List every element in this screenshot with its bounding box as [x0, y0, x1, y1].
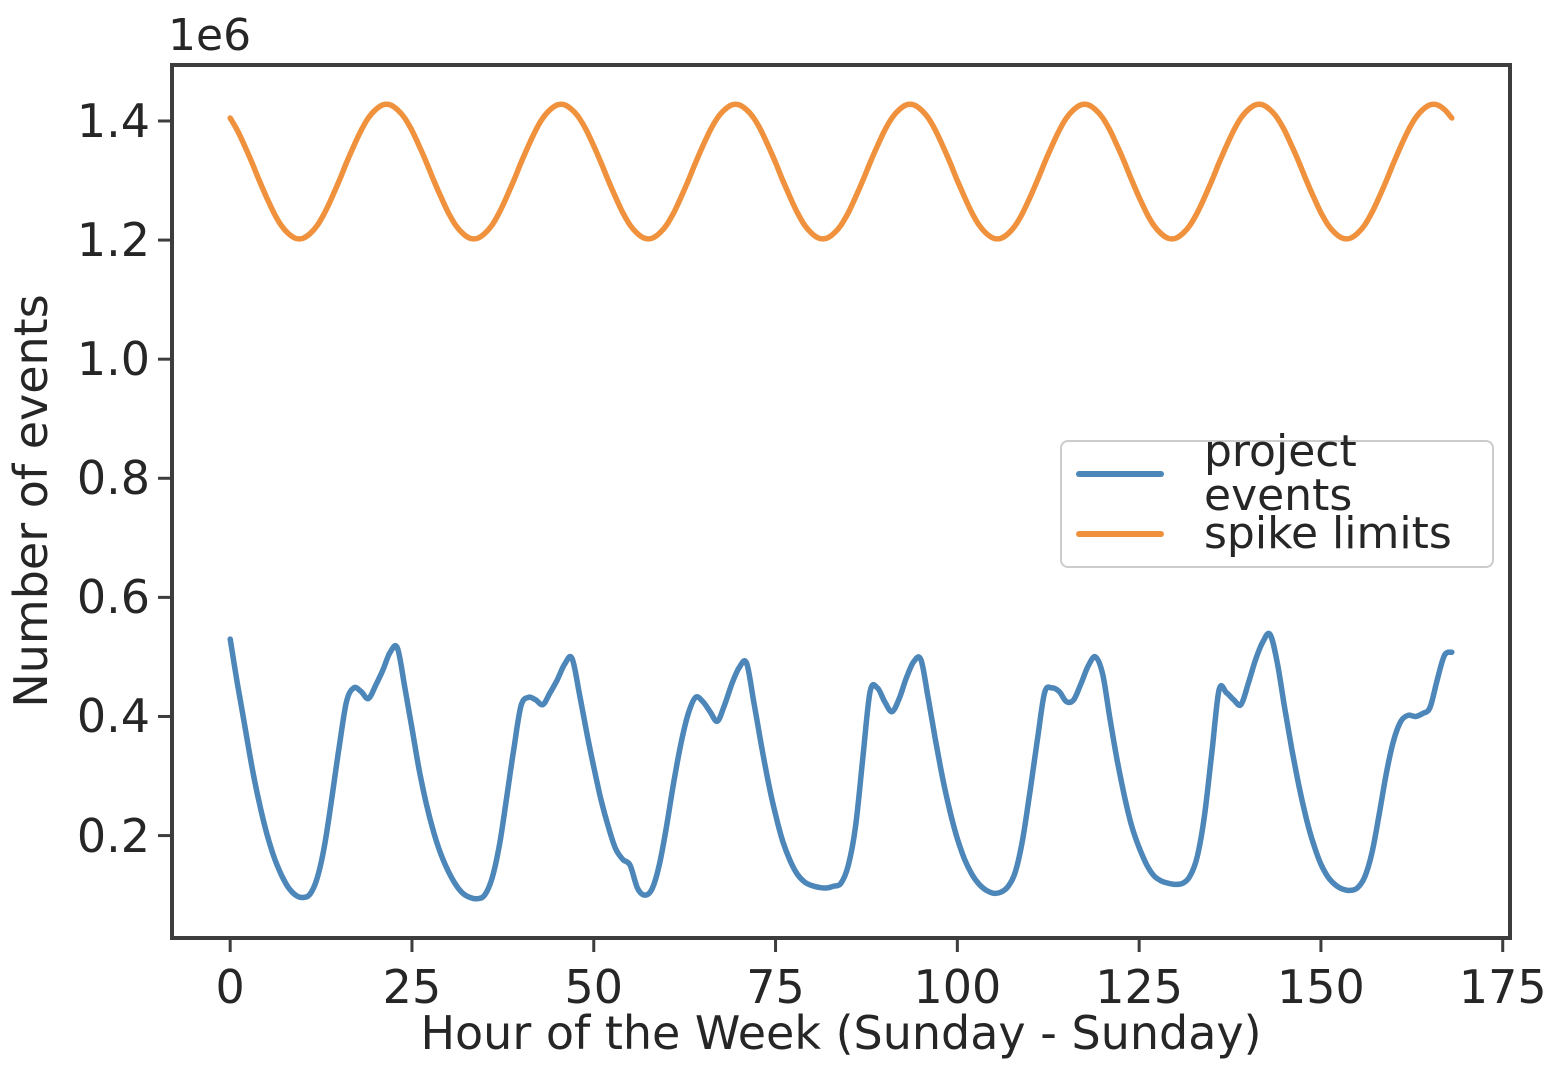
x-tick-label: 100: [913, 960, 1002, 1014]
x-tick-label: 25: [382, 960, 442, 1014]
y-tick-label: 0.8: [76, 451, 150, 506]
legend-label: spike limits: [1204, 508, 1452, 559]
x-tick-label: 125: [1095, 960, 1184, 1014]
x-tick-label: 175: [1458, 960, 1547, 1014]
legend-line-swatch: [1076, 471, 1164, 477]
x-tick-label: 50: [564, 960, 624, 1014]
legend-entry: project events: [1062, 430, 1492, 518]
x-tick-label: 0: [215, 960, 245, 1014]
y-tick-label: 1.4: [76, 93, 150, 148]
y-tick-label: 0.4: [76, 689, 150, 744]
x-tick-label: 75: [746, 960, 805, 1014]
legend-entry: spike limits: [1062, 511, 1492, 557]
y-axis-offset-label: 1e6: [168, 10, 252, 61]
legend: project events spike limits: [1060, 430, 1494, 568]
legend-label: project events: [1204, 426, 1357, 521]
y-tick-label: 1.2: [76, 213, 150, 268]
x-tick-label: 150: [1277, 960, 1365, 1014]
legend-line-swatch: [1076, 531, 1164, 537]
y-tick-label: 0.2: [76, 808, 150, 863]
series-line-spike-limits: [227, 101, 1455, 242]
axes-spines: [170, 63, 1512, 940]
y-tick-label: 0.6: [76, 570, 150, 625]
series-line-project-events: [227, 630, 1455, 902]
x-axis-label: Hour of the Week (Sunday - Sunday): [420, 1006, 1262, 1060]
y-tick-label: 1.0: [76, 332, 150, 387]
